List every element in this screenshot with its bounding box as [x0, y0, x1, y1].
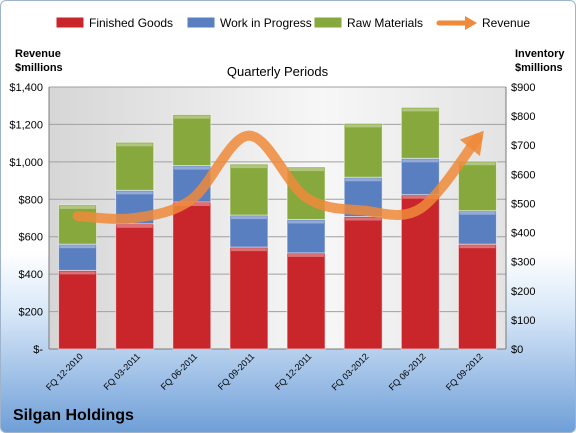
bar-highlight: [459, 162, 496, 166]
bar-raw-materials: [400, 106, 440, 159]
bar-highlight: [173, 115, 210, 119]
bar-highlight: [288, 168, 325, 172]
bar-highlight: [288, 220, 325, 224]
bar-highlight: [402, 159, 439, 163]
bar-work-in-progress: [58, 243, 98, 271]
bar-finished-goods: [172, 201, 212, 350]
bar-finished-goods: [229, 246, 269, 350]
x-tick-label: FQ 06-2011: [159, 351, 200, 392]
bar-finished-goods: [400, 194, 440, 350]
y-right-tick-label: $0: [511, 344, 523, 356]
x-tick-label: FQ 12-2011: [273, 351, 314, 392]
y-right-tick-label: $600: [511, 169, 535, 181]
bar-highlight: [230, 216, 267, 220]
bar-raw-materials: [229, 163, 269, 216]
bar-highlight: [116, 191, 153, 195]
bar-highlight: [230, 248, 267, 252]
y-left-tick-label: $200: [19, 307, 43, 319]
bar-highlight: [459, 211, 496, 215]
bar-raw-materials: [457, 160, 497, 212]
bar-finished-goods: [457, 243, 497, 350]
legend-swatch: [313, 16, 343, 29]
y-right-label: Inventory: [515, 48, 565, 60]
bar-raw-materials: [115, 141, 155, 191]
chart-title: Quarterly Periods: [227, 64, 329, 79]
x-tick-label: FQ 06-2012: [387, 351, 428, 392]
bar-highlight: [459, 245, 496, 249]
bar-work-in-progress: [400, 157, 440, 196]
x-tick-label: FQ 12-2010: [44, 351, 85, 392]
y-right-tick-label: $100: [511, 315, 535, 327]
x-tick-label: FQ 03-2011: [102, 351, 143, 392]
y-right-tick-label: $700: [511, 140, 535, 152]
legend-swatch: [55, 16, 85, 29]
y-left-label: Revenue: [15, 48, 61, 60]
bar-finished-goods: [286, 252, 326, 350]
bar-work-in-progress: [286, 218, 326, 254]
y-right-tick-label: $200: [511, 286, 535, 298]
bar-highlight: [288, 253, 325, 257]
bar-highlight: [116, 143, 153, 147]
bar-work-in-progress: [457, 210, 497, 245]
legend-arrow-swatch: [465, 16, 477, 30]
legend-label: Finished Goods: [89, 16, 173, 30]
y-left-tick-label: $600: [19, 232, 43, 244]
bar-highlight: [230, 165, 267, 169]
bar-highlight: [402, 108, 439, 112]
bar-highlight: [345, 178, 382, 182]
y-right-tick-label: $400: [511, 228, 535, 240]
y-left-tick-label: $400: [19, 269, 43, 281]
bar-highlight: [345, 217, 382, 221]
y-left-tick-label: $-: [33, 344, 43, 356]
revenue-line: [72, 130, 483, 224]
bar-highlight: [59, 205, 96, 209]
legend-swatch: [186, 16, 216, 29]
y-left-tick-label: $1,200: [9, 119, 43, 131]
y-left-tick-label: $1,400: [9, 82, 43, 94]
bar-raw-materials: [58, 204, 98, 245]
bar-finished-goods: [343, 216, 383, 350]
y-right-tick-label: $300: [511, 257, 535, 269]
company-name: Silgan Holdings: [13, 407, 134, 424]
y-right-tick-label: $500: [511, 198, 535, 210]
bar-highlight: [173, 166, 210, 170]
legend-label: Work in Progress: [220, 16, 312, 30]
y-left-tick-label: $1,000: [9, 157, 43, 169]
bar-finished-goods: [115, 223, 155, 350]
x-tick-label: FQ 09-2011: [216, 351, 257, 392]
legend-label: Raw Materials: [347, 16, 423, 30]
bar-raw-materials: [343, 122, 383, 178]
y-left-tick-label: $800: [19, 194, 43, 206]
y-right-tick-label: $800: [511, 111, 535, 123]
y-left-unit: $millions: [15, 62, 63, 74]
x-tick-label: FQ 09-2012: [444, 351, 485, 392]
revenue-arrowhead: [459, 130, 484, 156]
y-right-tick-label: $900: [511, 82, 535, 94]
bar-work-in-progress: [229, 214, 269, 248]
bar-highlight: [402, 195, 439, 199]
bar-raw-materials: [172, 114, 212, 167]
bar-highlight: [59, 245, 96, 249]
bar-highlight: [345, 124, 382, 128]
x-tick-label: FQ 03-2012: [330, 351, 371, 392]
bar-highlight: [59, 271, 96, 275]
bar-finished-goods: [58, 269, 98, 350]
y-right-unit: $millions: [515, 62, 563, 74]
bar-highlight: [116, 224, 153, 228]
legend-label: Revenue: [482, 16, 530, 30]
